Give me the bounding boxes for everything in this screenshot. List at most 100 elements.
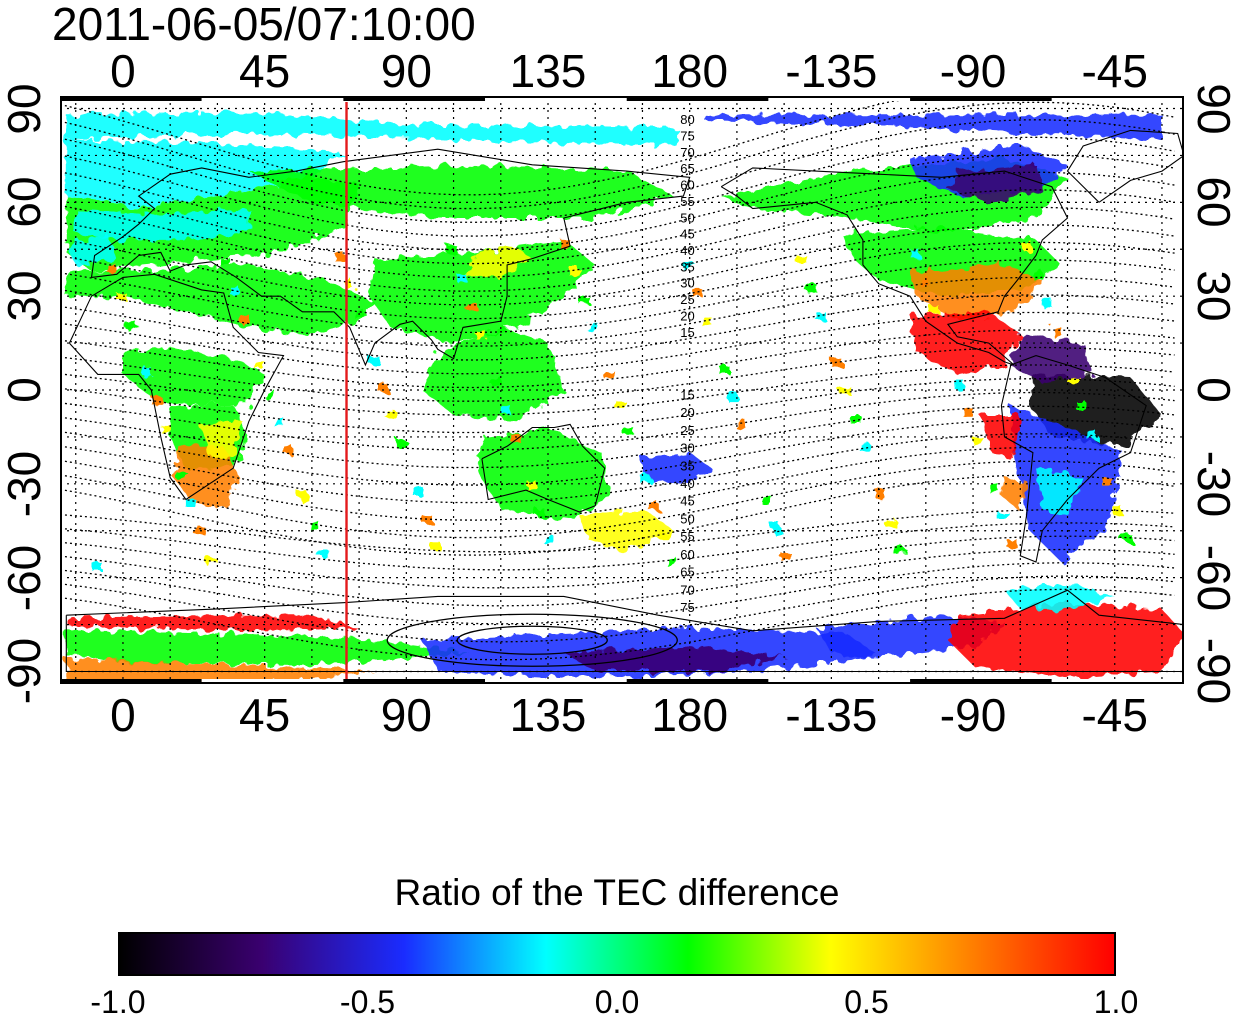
contour-label-south: 65 [680,565,694,580]
tec-cell [692,289,703,298]
frame-bar-segment [201,96,344,101]
coastline [65,589,1184,673]
tec-cell [378,383,388,392]
frame-bar-segment [485,96,627,101]
frame-bar-segment [910,679,1052,684]
contour-label-north: 70 [680,145,694,160]
outer-contour-ring [386,613,678,667]
tec-cell [204,555,215,564]
contour-line [60,206,1175,292]
frame-bar-segment [60,96,202,101]
frame-bar-segment [485,679,627,684]
tec-cell [988,483,999,492]
contour-label-south: 40 [680,476,694,491]
tec-region [642,452,715,484]
contour-label-south: 50 [680,511,694,526]
contour-label-north: 50 [680,210,694,225]
tec-cell [1102,477,1113,486]
tec-cell [973,436,984,445]
contour-label-south: 60 [680,547,694,562]
right-latitude-tick-label: 0 [1188,377,1240,403]
inner-contour-ring [456,625,608,655]
bottom-longitude-tick-label: 0 [110,689,136,741]
tec-cell [1007,540,1018,549]
tec-cell [107,264,118,273]
tec-region [1036,468,1084,516]
tec-map-svg: 8075706560555045403530252015152025303540… [60,96,1184,684]
tec-cell [604,371,615,380]
coastline [68,273,285,501]
frame-bars [60,96,1184,684]
tec-cell [1077,402,1087,411]
tec-cell [176,471,187,480]
top-longitude-tick-label: 0 [110,45,136,97]
tec-region [1004,583,1115,609]
contour-line [60,562,1175,625]
tec-cell [255,361,266,370]
tec-cell [151,396,162,405]
tec-region [422,327,564,422]
contour-label-north: 35 [680,259,694,274]
contour-label-north: 40 [680,243,694,258]
tec-cell [815,311,826,320]
contour-label-south: 35 [680,458,694,473]
tec-cell [431,543,442,552]
tec-cell [500,405,511,414]
tec-cell [929,305,939,314]
tec-cell [875,490,886,499]
map-border [60,96,1184,684]
tec-region [563,646,785,672]
contour-line [60,378,1175,434]
frame-bar-segment [768,679,911,684]
tec-cell [343,280,354,289]
tec-cell [368,355,379,364]
right-latitude-tick-label: -90 [1188,638,1240,705]
contour-label-north: 60 [680,178,694,193]
tec-region [66,233,117,265]
top-longitude-tick-label: 135 [509,45,587,97]
contour-label-south: 55 [680,529,694,544]
contour-line [60,346,1175,402]
colorbar-tick-label: 0.0 [594,984,640,1020]
colorbar-tick-label: 0.5 [844,984,889,1020]
tec-cell [718,365,728,373]
tec-cell [781,552,791,561]
right-latitude-tick-label: 30 [1188,270,1240,322]
tec-cell [396,440,407,448]
frame-bar-segment [60,679,202,684]
contour-line [60,241,1175,320]
tec-cell [475,330,486,339]
tec-cell [771,524,782,533]
colorbar-tick-label: 1.0 [1093,984,1139,1020]
tec-region [1010,333,1093,384]
contour-label-north: 55 [680,194,694,209]
left-latitude-tick-label: -90 [0,638,50,705]
tec-cell [116,293,127,301]
right-latitude-tick-label: 60 [1188,176,1240,228]
contour-line [60,329,1175,389]
tec-cell [220,258,231,267]
tec-cell [160,424,171,433]
bottom-longitude-tick-label: 180 [651,689,729,741]
tec-cell [126,321,137,330]
frame-bar-segment [768,96,911,101]
frame-bar-segment [626,679,769,684]
contour-line [60,136,1175,237]
tec-map-panel: 80 75 70 65 60 55 50 45 40 35 30 25 20 15 15 20 25 30 35 40… [60,96,1184,684]
tec-region [910,264,1043,322]
top-longitude-tick-label: 180 [651,45,729,97]
tec-region [947,602,1184,678]
coastline [1066,129,1184,203]
magnetic-latitude-contours [60,98,1175,667]
contour-label-south: 70 [680,582,694,597]
contour-line [60,311,1175,375]
contour-line [60,575,1175,643]
tec-cell [894,546,905,555]
right-latitude-tick-label: 90 [1188,82,1240,135]
contour-label-south: 30 [680,441,694,456]
left-latitude-tick-label: 30 [0,270,50,322]
tec-cell [456,274,467,283]
tec-cell [264,390,275,398]
contour-label-north: 75 [680,129,694,144]
tec-cell [667,558,678,567]
